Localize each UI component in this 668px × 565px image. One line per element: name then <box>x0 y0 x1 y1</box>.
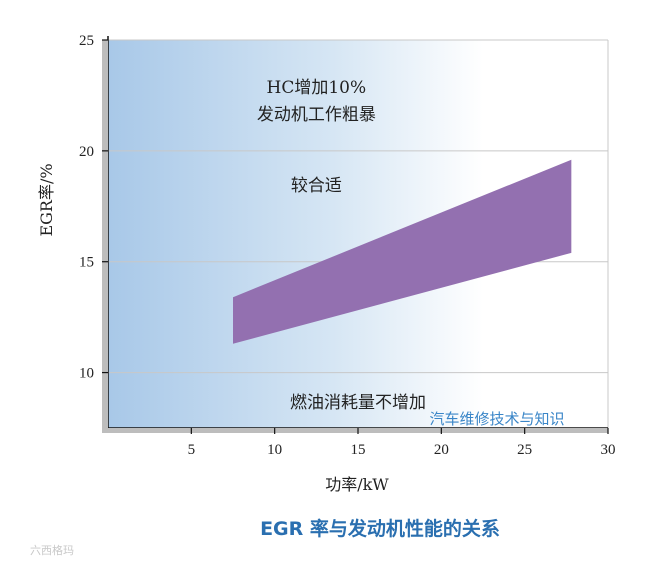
x-tick-label: 5 <box>188 442 196 458</box>
x-tick-label: 30 <box>601 442 616 458</box>
x-tick-label: 25 <box>517 442 532 458</box>
y-tick-label: 15 <box>79 255 94 271</box>
x-ticks: 5 10 15 20 25 30 <box>188 428 616 458</box>
y-axis-title: EGR率/% <box>37 163 56 236</box>
x-tick-label: 15 <box>351 442 366 458</box>
y-tick-label: 25 <box>79 33 94 49</box>
y-axis-shadow <box>102 40 108 428</box>
brand-logo-text: 六西格玛 <box>30 543 74 557</box>
x-axis-title: 功率/kW <box>325 475 389 494</box>
x-tick-label: 20 <box>434 442 449 458</box>
x-axis-shadow <box>102 428 608 433</box>
y-tick-label: 10 <box>79 366 94 382</box>
y-tick-label: 20 <box>79 144 94 160</box>
chart-caption: EGR 率与发动机性能的关系 <box>260 517 500 540</box>
region-annotation: 燃油消耗量不增加 <box>290 393 426 413</box>
x-tick-label: 10 <box>267 442 282 458</box>
y-ticks: 10 15 20 25 <box>79 33 108 382</box>
region-annotation: 较合适 <box>291 176 342 196</box>
region-annotation: HC增加10% <box>267 78 367 98</box>
watermark-text: 汽车维修技术与知识 <box>429 410 564 428</box>
region-annotation: 发动机工作粗暴 <box>257 105 376 125</box>
egr-suitable-band <box>233 159 572 344</box>
